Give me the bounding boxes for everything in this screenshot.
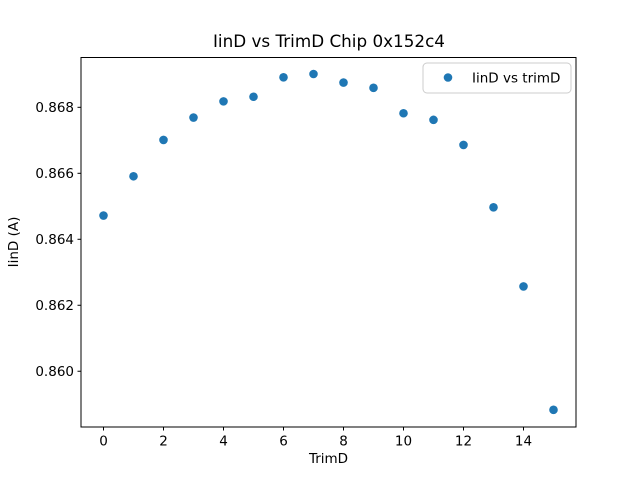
data-point xyxy=(519,282,528,291)
y-tick-label: 0.860 xyxy=(35,364,74,380)
axis-ticks: 0 2 4 6 8 10 12 14 0.860 0.862 0.864 0.866 0.868 xyxy=(35,100,532,449)
data-point xyxy=(399,108,408,118)
x-tick-label: 0 xyxy=(99,434,108,450)
x-axis-label: TrimD xyxy=(308,451,348,467)
legend: IinD vs trimD xyxy=(422,62,572,94)
y-tick-label: 0.864 xyxy=(35,232,74,248)
legend-label: IinD vs trimD xyxy=(472,71,560,87)
y-tick-label: 0.868 xyxy=(35,100,74,116)
plot-area xyxy=(81,57,576,427)
data-point xyxy=(159,135,168,145)
scatter-points xyxy=(99,69,558,415)
data-point xyxy=(129,171,138,181)
y-axis-label: IinD (A) xyxy=(6,217,22,268)
x-tick-label: 4 xyxy=(219,434,228,450)
data-point xyxy=(309,69,318,79)
y-tick-label: 0.866 xyxy=(35,166,74,182)
data-point xyxy=(249,92,258,102)
chart-title: IinD vs TrimD Chip 0x152c4 xyxy=(213,31,445,51)
plot-frame xyxy=(80,57,577,428)
data-point xyxy=(189,113,198,122)
data-point xyxy=(549,405,558,415)
x-tick-label: 14 xyxy=(515,434,532,450)
x-tick-label: 6 xyxy=(279,434,288,450)
data-point xyxy=(369,83,378,93)
data-point xyxy=(459,140,468,150)
data-point xyxy=(279,72,288,82)
x-tick-label: 8 xyxy=(339,434,348,450)
x-tick-label: 12 xyxy=(455,434,472,450)
legend-marker-icon xyxy=(443,73,453,82)
x-tick-label: 10 xyxy=(395,434,412,450)
data-point xyxy=(429,115,438,125)
legend-box xyxy=(422,62,572,94)
data-point xyxy=(99,211,108,220)
data-point xyxy=(219,97,228,106)
x-tick-label: 2 xyxy=(159,434,168,450)
data-point xyxy=(489,202,498,212)
y-tick-label: 0.862 xyxy=(35,298,74,314)
data-point xyxy=(339,78,348,87)
